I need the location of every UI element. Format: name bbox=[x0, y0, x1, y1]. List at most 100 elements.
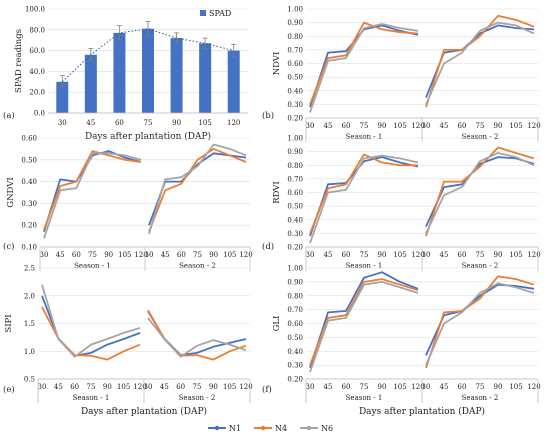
series-line-n1 bbox=[148, 152, 247, 226]
x-tick-label: 60 bbox=[177, 251, 186, 259]
x-axis-label: Days after plantation (DAP) bbox=[359, 406, 485, 417]
series-line-n6 bbox=[425, 282, 535, 366]
x-tick-label: 60 bbox=[342, 122, 351, 130]
x-tick-label: 90 bbox=[104, 251, 113, 259]
y-axis-label: GLI bbox=[272, 316, 282, 332]
y-tick-label: 80.0 bbox=[29, 26, 45, 34]
y-axis-label: SPAD readings bbox=[14, 29, 24, 93]
legend: N1 N4 N6 bbox=[208, 424, 333, 433]
legend-label-n4: N4 bbox=[275, 424, 287, 433]
x-tick-label: 60 bbox=[70, 383, 79, 391]
x-tick-label: 45 bbox=[160, 383, 169, 391]
x-tick-label: 60 bbox=[342, 251, 351, 259]
y-tick-label: 1.00 bbox=[287, 265, 303, 273]
spad-bar bbox=[227, 50, 240, 113]
x-tick-label: 120 bbox=[411, 383, 424, 391]
x-tick-label: 120 bbox=[239, 383, 252, 391]
y-tick-label: 0.40 bbox=[287, 348, 303, 356]
spad-trendline bbox=[61, 28, 234, 83]
y-tick-label: 0.40 bbox=[287, 87, 303, 95]
series-line-n6 bbox=[43, 152, 142, 239]
series-line-n6 bbox=[309, 154, 419, 244]
x-tick-label: 45 bbox=[324, 383, 333, 391]
y-tick-label: 0.30 bbox=[21, 200, 37, 208]
panel-letter: (d) bbox=[262, 241, 274, 252]
x-tick-label: 60 bbox=[72, 251, 81, 259]
panel-letter: (e) bbox=[3, 384, 15, 395]
x-tick-label: 75 bbox=[476, 122, 485, 130]
legend-marker-n1 bbox=[214, 425, 220, 431]
chart-panel-d: 0.20 0.30 0.40 0.50 0.60 0.70 0.80 0.90 1.00 RDVI… bbox=[262, 135, 541, 271]
season-label: Season - 2 bbox=[462, 394, 499, 402]
x-tick-label: 105 bbox=[223, 383, 236, 391]
x-tick-label: 75 bbox=[88, 251, 97, 259]
y-tick-label: 0.40 bbox=[21, 178, 37, 186]
y-tick-label: 0.70 bbox=[287, 46, 303, 54]
y-axis-label: GNDVI bbox=[6, 177, 16, 207]
y-tick-label: 100.0 bbox=[25, 6, 45, 14]
series-line-n6 bbox=[309, 23, 419, 113]
legend-label-n6: N6 bbox=[321, 424, 333, 433]
y-tick-label: 0.20 bbox=[21, 222, 37, 230]
x-tick-label: 75 bbox=[360, 122, 369, 130]
series-line-n4 bbox=[309, 278, 419, 366]
x-tick-label: 45 bbox=[324, 251, 333, 259]
y-tick-label: 60.0 bbox=[29, 47, 45, 55]
x-tick-label: 75 bbox=[144, 119, 153, 127]
y-tick-label: 0.30 bbox=[287, 362, 303, 370]
y-tick-label: 0.50 bbox=[21, 156, 37, 164]
x-tick-label: 30 bbox=[306, 383, 315, 391]
series-line-n4 bbox=[425, 275, 535, 369]
y-tick-label: 0.40 bbox=[287, 216, 303, 224]
y-tick-label: 0.50 bbox=[287, 74, 303, 82]
x-tick-label: 60 bbox=[176, 383, 185, 391]
legend-marker-n4 bbox=[260, 425, 266, 431]
y-tick-label: 0.50 bbox=[287, 334, 303, 342]
panel-letter: (f) bbox=[262, 384, 272, 395]
x-tick-label: 105 bbox=[509, 122, 522, 130]
x-tick-label: 90 bbox=[494, 251, 503, 259]
spad-bar bbox=[56, 81, 69, 113]
y-tick-label: 0.80 bbox=[287, 33, 303, 41]
legend-swatch-spad bbox=[200, 10, 206, 16]
legend-label-spad: SPAD bbox=[209, 9, 231, 18]
y-tick-label: 1.00 bbox=[287, 6, 303, 14]
x-tick-label: 90 bbox=[172, 119, 181, 127]
season-label: Season - 2 bbox=[179, 262, 216, 270]
series-line-n4 bbox=[309, 21, 419, 105]
y-axis-label: SIPI bbox=[4, 314, 14, 332]
x-tick-label: 60 bbox=[458, 383, 467, 391]
x-tick-label: 75 bbox=[193, 383, 202, 391]
x-tick-label: 60 bbox=[458, 251, 467, 259]
x-tick-label: 30 bbox=[38, 383, 47, 391]
x-tick-label: 30 bbox=[306, 251, 315, 259]
x-tick-label: 120 bbox=[527, 122, 540, 130]
x-tick-label: 90 bbox=[494, 383, 503, 391]
season-label: Season - 1 bbox=[346, 262, 383, 270]
y-tick-label: 0.60 bbox=[21, 135, 37, 143]
y-tick-label: 1.00 bbox=[287, 135, 303, 143]
season-label: Season - 1 bbox=[346, 133, 383, 141]
series-line-n6 bbox=[425, 152, 535, 234]
x-tick-label: 45 bbox=[324, 122, 333, 130]
x-tick-label: 30 bbox=[40, 251, 49, 259]
y-tick-label: 0.0 bbox=[34, 110, 45, 118]
x-tick-label: 45 bbox=[56, 251, 65, 259]
y-tick-label: 0.70 bbox=[287, 175, 303, 183]
x-tick-label: 105 bbox=[509, 251, 522, 259]
x-tick-label: 30 bbox=[422, 251, 431, 259]
spad-bar bbox=[199, 43, 212, 113]
x-tick-label: 75 bbox=[193, 251, 202, 259]
x-tick-label: 30 bbox=[422, 383, 431, 391]
y-tick-label: 0.30 bbox=[287, 230, 303, 238]
x-tick-label: 120 bbox=[239, 251, 252, 259]
series-line-n1 bbox=[41, 295, 141, 357]
chart-panel-c: 0.10 0.20 0.30 0.40 0.50 0.60 GNDVI 30 45 60 75 90 1… bbox=[3, 135, 253, 271]
series-line-n1 bbox=[309, 271, 419, 369]
x-tick-label: 75 bbox=[476, 251, 485, 259]
x-tick-label: 90 bbox=[494, 122, 503, 130]
legend-label-n1: N1 bbox=[229, 424, 241, 433]
y-tick-label: 20.0 bbox=[29, 89, 45, 97]
